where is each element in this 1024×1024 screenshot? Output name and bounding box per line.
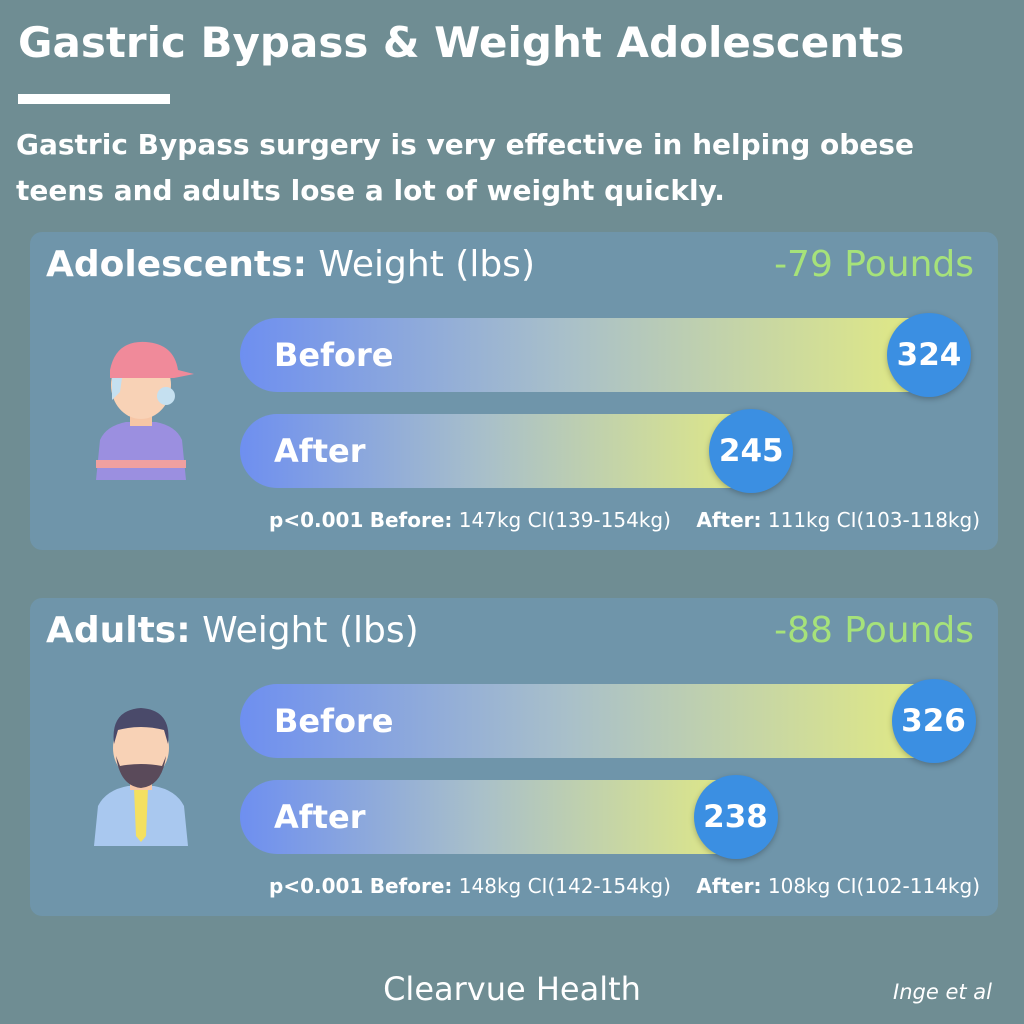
stat-p: p<0.001 — [269, 508, 364, 532]
stat-before-label: Before: — [369, 508, 453, 532]
bar-label: After — [274, 798, 366, 836]
stat-after-label: After: — [696, 508, 762, 532]
bar-label: After — [274, 432, 366, 470]
chart-heading: Adolescents: Weight (lbs) — [46, 244, 535, 285]
stat-before: 148kg CI(142-154kg) — [458, 874, 671, 898]
bar: Before 326 — [240, 679, 976, 763]
stats: p<0.001 Before: 147kg CI(139-154kg) Afte… — [269, 508, 980, 532]
value-label: 238 — [693, 775, 778, 859]
bar-label: Before — [274, 336, 394, 374]
brand: Clearvue Health — [383, 970, 641, 1008]
bar: After 238 — [240, 775, 778, 859]
stat-after-label: After: — [696, 874, 762, 898]
person-icon — [86, 696, 196, 850]
stat-before: 147kg CI(139-154kg) — [458, 508, 671, 532]
chart-title: Adults: — [46, 610, 191, 651]
value-label: 324 — [887, 313, 971, 397]
annotation: -88 Pounds — [774, 610, 974, 651]
annotation: -79 Pounds — [774, 244, 974, 285]
stat-before-label: Before: — [369, 874, 453, 898]
chart-heading: Adults: Weight (lbs) — [46, 610, 419, 651]
chart-subtitle: Weight (lbs) — [202, 610, 419, 651]
stat-after: 111kg CI(103-118kg) — [767, 508, 980, 532]
chart-panel: Adolescents: Weight (lbs) -79 Pounds Befor… — [30, 232, 998, 550]
stat-after: 108kg CI(102-114kg) — [767, 874, 980, 898]
subtitle: Gastric Bypass surgery is very effective… — [16, 128, 914, 207]
chart-title: Adolescents: — [46, 244, 307, 285]
person-icon — [86, 330, 196, 484]
bar: Before 324 — [240, 313, 971, 397]
citation: Inge et al — [893, 980, 992, 1004]
value-label: 245 — [709, 409, 794, 493]
title: Gastric Bypass & Weight Adolescents — [18, 18, 905, 67]
stat-p: p<0.001 — [269, 874, 364, 898]
chart-panel: Adults: Weight (lbs) -88 Pounds Before 326 A… — [30, 598, 998, 916]
stats: p<0.001 Before: 148kg CI(142-154kg) Afte… — [269, 874, 980, 898]
value-label: 326 — [891, 679, 976, 763]
bar: After 245 — [240, 409, 794, 493]
title-rule — [18, 94, 170, 104]
chart-subtitle: Weight (lbs) — [318, 244, 535, 285]
bar-label: Before — [274, 702, 394, 740]
